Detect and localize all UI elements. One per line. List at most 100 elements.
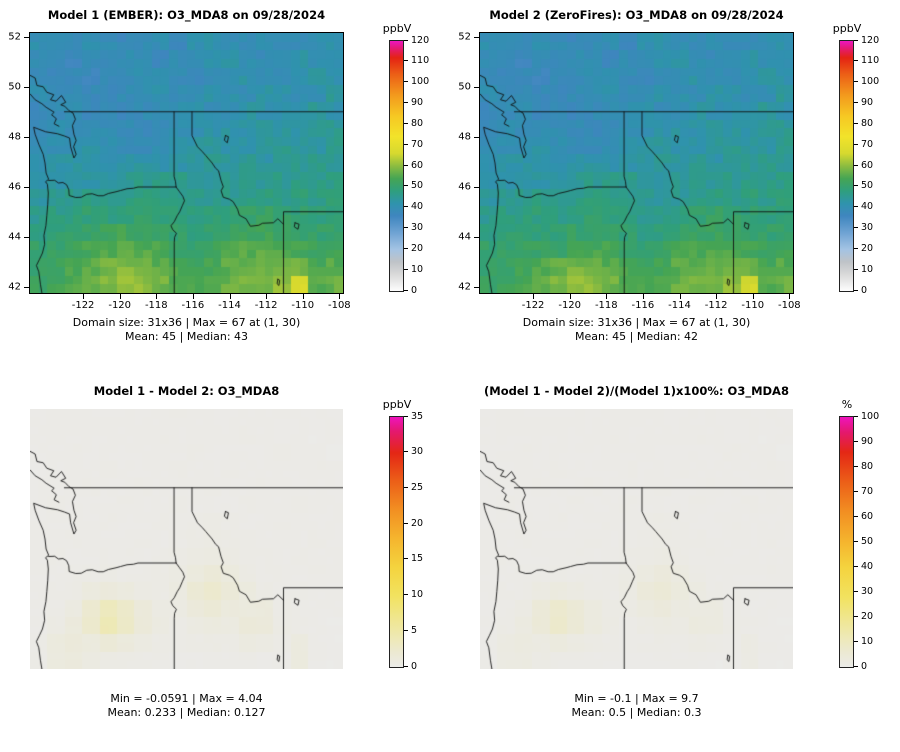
x-tick-mark [569,294,571,299]
x-axis-model2: -122 -120 -118 -116 -114 -112 -110 -108 [480,294,801,314]
x-tick-label: -112 [704,300,728,311]
x-tick-mark [606,294,608,299]
map-percent-difference [480,409,793,669]
y-axis-model1: 42 44 46 48 50 52 [0,31,29,293]
colorbar-tick-label: 80 [854,461,873,472]
caption-line1: Min = -0.1 | Max = 9.7 [574,692,699,705]
colorbar-tick-label: 0 [854,661,867,672]
panel-difference: Model 1 - Model 2: O3_MDA8 ppbV 0 5 10 15 20… [0,376,450,752]
y-tick-mark [24,236,29,238]
x-tick-mark [789,294,791,299]
colorbar-tick-label: 40 [854,561,873,572]
colorbar-tick-label: 110 [404,55,429,66]
colorbar-tick-label: 60 [854,160,873,171]
colorbar-tick-label: 20 [404,243,423,254]
y-tick-label: 50 [458,81,471,93]
colorbar-tick-label: 80 [854,118,873,129]
y-tick-mark [474,236,479,238]
colorbar-tick-label: 70 [404,139,423,150]
y-tick-mark [474,86,479,88]
y-tick-label: 46 [458,181,471,193]
colorbar-tick-label: 30 [854,586,873,597]
x-tick-label: -118 [144,300,168,311]
colorbar-tick-label: 90 [854,97,873,108]
y-tick-mark [474,36,479,38]
y-tick-label: 42 [8,281,21,293]
y-tick-label: 42 [458,281,471,293]
map-model2 [479,32,794,294]
x-tick-label: -122 [521,300,545,311]
x-tick-mark [752,294,754,299]
x-tick-mark [83,294,85,299]
colorbar-unit-label: ppbV [382,22,412,35]
colorbar-tick-label: 10 [404,264,423,275]
panel-model2: Model 2 (ZeroFires): O3_MDA8 on 09/28/20… [450,0,900,376]
x-tick-label: -118 [594,300,618,311]
x-tick-mark [716,294,718,299]
colorbar-tick-label: 100 [854,76,879,87]
panel-title: Model 2 (ZeroFires): O3_MDA8 on 09/28/20… [489,8,784,22]
colorbar-tick-label: 90 [854,436,873,447]
colorbar-unit-label: ppbV [382,398,412,411]
y-tick-mark [474,186,479,188]
x-tick-label: -122 [71,300,95,311]
panel-percent-difference: (Model 1 - Model 2)/(Model 1)x100%: O3_M… [450,376,900,752]
x-tick-label: -108 [777,300,801,311]
y-tick-label: 48 [8,131,21,143]
colorbar-tick-label: 5 [404,625,417,636]
map-canvas-difference [30,409,343,669]
colorbar-tick-label: 20 [854,611,873,622]
map-canvas-percent-difference [480,409,793,669]
caption-line2: Mean: 0.5 | Median: 0.3 [571,705,702,719]
colorbar-ticks-difference: 0 5 10 15 20 25 30 35 [404,411,448,672]
x-tick-mark [192,294,194,299]
x-axis-model1: -122 -120 -118 -116 -114 -112 -110 -108 [30,294,351,314]
colorbar-gradient-percent-difference [839,416,854,668]
colorbar-tick-label: 10 [404,589,423,600]
colorbar-tick-label: 100 [854,411,879,422]
y-tick-mark [24,86,29,88]
map-canvas-model2 [480,33,793,293]
colorbar-gradient-model1 [389,40,404,292]
colorbar-tick-label: 0 [404,285,417,296]
colorbar-tick-label: 70 [854,139,873,150]
caption-line1: Domain size: 31x36 | Max = 67 at (1, 30) [72,316,301,329]
colorbar-tick-label: 20 [404,518,423,529]
caption-line1: Domain size: 31x36 | Max = 67 at (1, 30) [522,316,751,329]
y-tick-label: 48 [458,131,471,143]
panel-model1: Model 1 (EMBER): O3_MDA8 on 09/28/2024 -… [0,0,450,376]
panel-title: Model 1 (EMBER): O3_MDA8 on 09/28/2024 [47,8,326,22]
colorbar-tick-label: 25 [404,482,423,493]
panel-caption: Min = -0.0591 | Max = 4.04 Mean: 0.233 |… [20,692,353,719]
x-tick-label: -114 [218,300,241,311]
x-tick-mark [533,294,535,299]
x-tick-mark [266,294,268,299]
colorbar-tick-label: 100 [404,76,429,87]
caption-line2: Mean: 0.233 | Median: 0.127 [107,705,266,719]
x-tick-label: -108 [327,300,351,311]
panel-caption: Domain size: 31x36 | Max = 67 at (1, 30)… [470,316,803,343]
panel-caption: Domain size: 31x36 | Max = 67 at (1, 30)… [20,316,353,343]
y-tick-label: 52 [8,31,21,43]
x-tick-label: -114 [668,300,691,311]
x-tick-mark [302,294,304,299]
colorbar-tick-label: 50 [854,536,873,547]
colorbar-unit-label: ppbV [832,22,862,35]
x-tick-mark [679,294,681,299]
x-tick-label: -120 [558,300,582,311]
x-tick-mark [119,294,121,299]
colorbar-unit-label: % [841,398,853,411]
y-tick-mark [24,186,29,188]
map-canvas-model1 [30,33,343,293]
x-tick-label: -112 [254,300,278,311]
colorbar-ticks-model1: 0 10 20 30 40 50 60 70 80 90 100 110 120 [404,35,448,296]
colorbar-tick-label: 120 [854,35,879,46]
x-tick-label: -120 [108,300,132,311]
y-tick-mark [24,286,29,288]
y-tick-mark [24,36,29,38]
colorbar-tick-label: 70 [854,486,873,497]
colorbar-tick-label: 80 [404,118,423,129]
colorbar-tick-label: 35 [404,411,423,422]
colorbar-tick-label: 60 [854,511,873,522]
colorbar-gradient-difference [389,416,404,668]
